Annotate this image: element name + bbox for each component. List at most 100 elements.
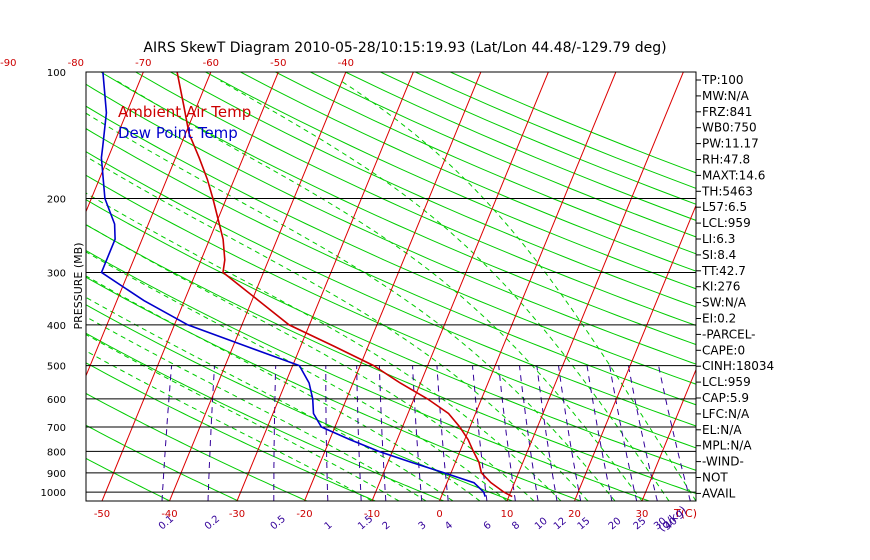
mixing-ratio-tick-label: 10 [533, 516, 550, 533]
mixing-ratio-line [498, 365, 516, 501]
index-item: FRZ:841 [702, 105, 752, 119]
dry-adiabat [205, 72, 696, 290]
bottom-temp-tick-label: -50 [94, 509, 110, 520]
index-item: LCL:959 [702, 216, 751, 230]
index-item: TT:42.7 [701, 264, 746, 278]
mixing-ratio-line [356, 365, 362, 501]
dry-adiabat [86, 332, 444, 501]
moist-adiabat [340, 80, 696, 501]
mixing-ratio-line [558, 365, 582, 501]
mixing-ratio-line [536, 365, 558, 501]
dew-point-line [100, 72, 486, 497]
bottom-temp-tick-label: -10 [364, 509, 380, 520]
mixing-ratio-line [273, 365, 277, 501]
mixing-ratio-tick-label: 6 [482, 520, 494, 533]
mixing-ratio-tick-label: 0.2 [203, 514, 222, 533]
dry-adiabat [86, 392, 308, 501]
pressure-tick-label: 200 [47, 194, 66, 205]
legend-dewpoint: Dew Point Temp [118, 124, 238, 142]
isotherm [86, 72, 144, 213]
moist-adiabat [86, 192, 562, 501]
dry-adiabat [380, 72, 696, 205]
mixing-ratio-tick-label: 2 [381, 520, 393, 533]
moist-adiabat [86, 112, 616, 501]
mixing-ratio-line [161, 365, 173, 501]
moist-adiabat [86, 251, 508, 501]
dry-adiabat [86, 457, 171, 501]
pressure-tick-label: 800 [47, 447, 66, 458]
mixing-ratio-line [436, 365, 449, 501]
top-temp-tick-label: -70 [135, 58, 151, 69]
dry-adiabat [86, 250, 650, 501]
mixing-ratio-line [658, 365, 691, 501]
sounding-series [100, 72, 513, 498]
ambient-temp-line [176, 72, 513, 498]
index-item: LFC:N/A [702, 407, 750, 421]
index-item: MAXT:14.6 [702, 168, 765, 182]
moist-adiabat [86, 296, 454, 501]
y-axis-label: PRESSURE (MB) [72, 243, 85, 330]
moist-adiabat [220, 80, 670, 501]
index-item: EL:N/A [702, 423, 742, 437]
bottom-temp-tick-label: 10 [501, 509, 514, 520]
mixing-ratio-line [627, 365, 658, 501]
isotherm [0, 72, 76, 501]
bottom-temp-tick-label: -30 [229, 509, 245, 520]
top-temp-tick-label: -80 [68, 58, 84, 69]
dry-adiabat [86, 105, 696, 385]
index-item: MPL:N/A [702, 439, 752, 453]
chart-title: AIRS SkewT Diagram 2010-05-28/10:15:19.9… [143, 40, 666, 56]
index-item: PW:11.17 [702, 137, 759, 151]
dry-adiabat [86, 128, 696, 406]
mixing-ratio-tick-label: 1 [323, 520, 335, 533]
pressure-tick-labels: 100 200 300 400 500 600 700 800 900 1000 [41, 68, 66, 499]
index-item: SW:N/A [702, 296, 747, 310]
pressure-tick-label: 600 [47, 395, 66, 406]
mixing-ratio-line [609, 365, 638, 501]
isotherm [641, 368, 696, 501]
isotherm [236, 72, 414, 501]
moist-adiabat [86, 275, 481, 501]
index-item: AVAIL [702, 486, 736, 500]
pressure-tick-label: 1000 [41, 488, 66, 499]
dry-adiabat [240, 72, 696, 272]
index-item: CAP:5.9 [702, 391, 749, 405]
isotherm [777, 72, 870, 501]
index-item: L57:6.5 [702, 200, 747, 214]
mixing-ratio-line [586, 365, 613, 501]
dry-adiabat [86, 174, 696, 449]
dry-adiabat [100, 72, 696, 346]
pressure-tick-label: 300 [47, 268, 66, 279]
dry-adiabat [86, 276, 581, 501]
pressure-tick-label: 700 [47, 423, 66, 434]
isotherm [169, 72, 347, 501]
dry-adiabat [86, 424, 239, 501]
dry-adiabat [345, 72, 696, 221]
moist-adiabat [86, 316, 427, 501]
mixing-ratio-tick-label: 3 [417, 520, 429, 533]
bottom-temp-tick-label: -40 [161, 509, 177, 520]
moist-adiabat [116, 80, 643, 501]
index-item: WB0:750 [702, 121, 757, 135]
index-item: SI:8.4 [702, 248, 736, 262]
index-item: -PARCEL- [702, 327, 756, 341]
dry-adiabat [86, 151, 696, 427]
index-item: RH:47.8 [702, 153, 750, 167]
bottom-temp-tick-labels: -50 -40 -30 -20 -10 0 10 20 30 [94, 509, 649, 520]
dry-adiabat [450, 72, 696, 174]
top-temp-tick-label: -40 [338, 58, 354, 69]
index-item: -WIND- [702, 455, 744, 469]
top-temp-tick-labels: -120-110-100-90-80-70-60-50-40 [0, 58, 354, 69]
isotherm [574, 204, 696, 501]
bottom-temp-tick-label: 30 [636, 509, 649, 520]
index-item: CAPE:0 [702, 343, 745, 357]
mixing-ratio-line [207, 365, 215, 501]
index-item: CINH:18034 [702, 359, 774, 373]
mixing-ratio-tick-label: 12 [552, 516, 569, 533]
pressure-tick-label: 900 [47, 469, 66, 480]
index-item: EI:0.2 [702, 312, 736, 326]
index-item: LCL:959 [702, 375, 751, 389]
isotherm [304, 72, 482, 501]
grid [0, 72, 870, 501]
